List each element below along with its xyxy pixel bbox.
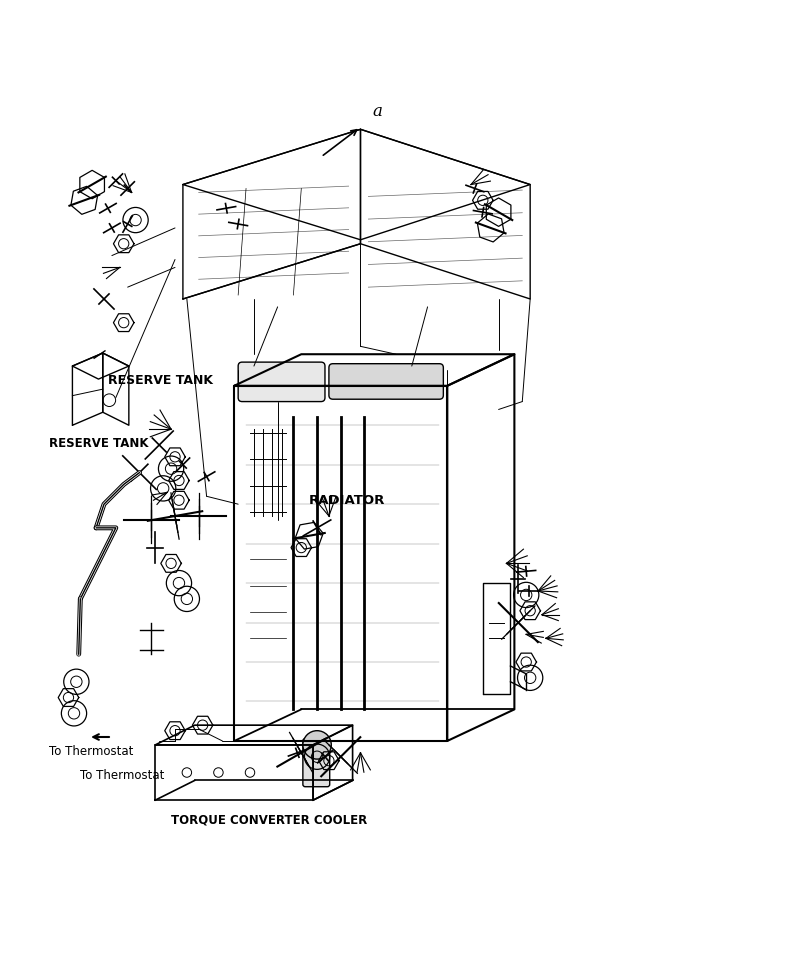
Text: TORQUE CONVERTER COOLER: TORQUE CONVERTER COOLER xyxy=(171,814,367,826)
Text: a: a xyxy=(372,103,383,120)
Text: RADIATOR: RADIATOR xyxy=(309,494,386,506)
Text: RESERVE TANK: RESERVE TANK xyxy=(108,374,213,387)
Text: RESERVE TANK: RESERVE TANK xyxy=(49,437,148,450)
FancyBboxPatch shape xyxy=(238,362,325,402)
FancyBboxPatch shape xyxy=(329,363,444,399)
Text: To Thermostat: To Thermostat xyxy=(49,745,133,758)
Text: To Thermostat: To Thermostat xyxy=(80,769,165,781)
FancyBboxPatch shape xyxy=(303,739,329,787)
Circle shape xyxy=(303,730,331,759)
